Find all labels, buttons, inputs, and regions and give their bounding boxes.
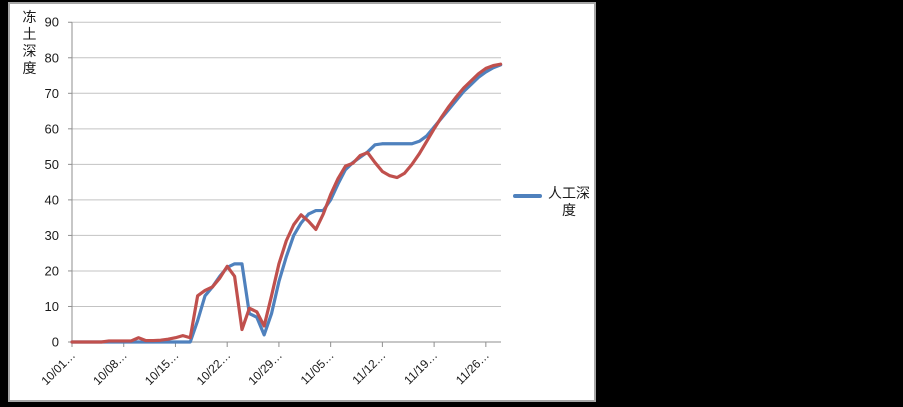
line-chart-svg: 0 10 20 30 40 50 60 70 80 90 10/01… 10/08… 10/15… 10/… [39,15,503,388]
chart-area: 0 10 20 30 40 50 60 70 80 90 10/01… 10/08… 10/15… 10/… [10,4,594,400]
x-tick-label: 10/08… [90,348,130,388]
series-line-red [70,62,503,344]
x-tick-label: 11/05… [298,348,337,387]
x-tick-label: 10/01… [39,348,79,388]
y-tick-label: 50 [45,157,59,172]
y-tick-label: 70 [45,86,59,101]
y-tick-label: 30 [45,228,59,243]
y-axis-title: 冻土深度 [22,9,37,76]
x-tick-label: 10/15… [142,348,182,388]
x-tick-label: 11/26… [453,348,492,387]
y-tick-label: 20 [45,263,59,278]
x-tick-label: 11/19… [401,348,440,387]
legend-label: 人工深度 [548,185,590,218]
y-tick-label: 60 [45,121,59,136]
y-tick-label: 0 [52,335,59,350]
series-line-manual-depth [70,63,503,344]
x-tick-label: 11/12… [350,348,389,387]
x-tick-label: 10/29… [245,348,285,388]
chart-panel: 0 10 20 30 40 50 60 70 80 90 10/01… 10/08… 10/15… 10/… [8,2,596,402]
y-tick-label: 40 [45,192,59,207]
x-tick-label: 10/22… [194,348,234,388]
legend-line-icon [513,194,542,198]
y-tick-label: 80 [45,50,59,65]
legend: 人工深度 [513,185,593,219]
y-tick-label: 90 [45,15,59,30]
y-tick-label: 10 [45,299,59,314]
